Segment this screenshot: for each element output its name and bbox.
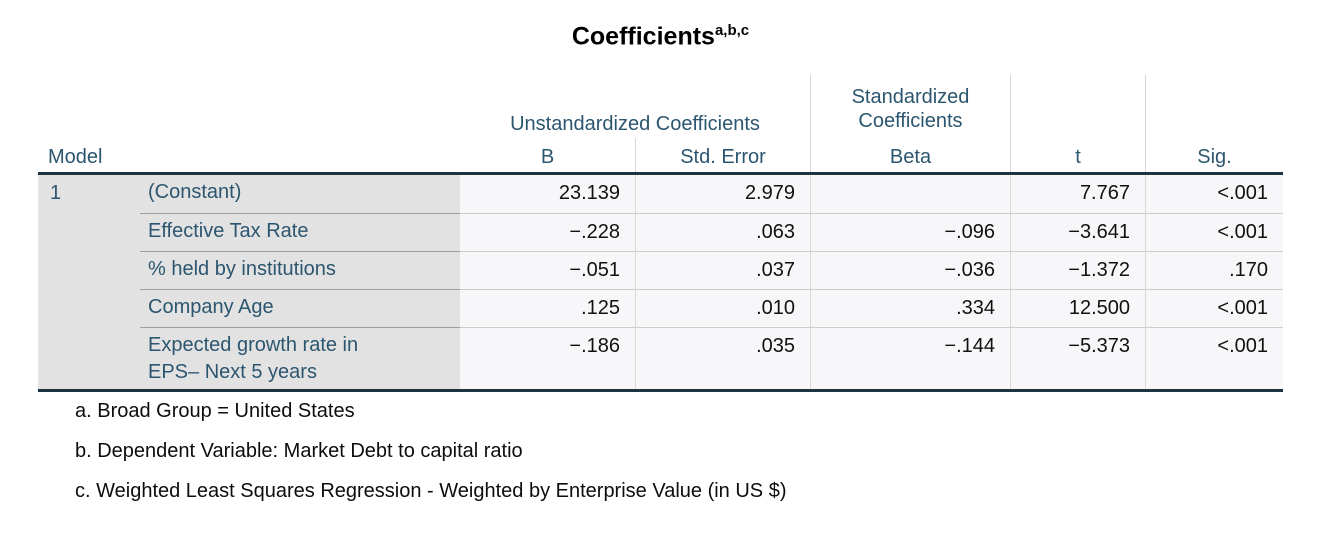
column-header-std-error: Std. Error — [635, 138, 810, 172]
column-group-unstandardized: Unstandardized Coefficients — [510, 113, 760, 135]
cell-sig: <.001 — [1145, 289, 1283, 327]
table-title-footnote-marks: a,b,c — [714, 22, 750, 39]
header-spacer-sig — [1145, 75, 1283, 138]
model-number-cell — [38, 213, 140, 251]
cell-t: −3.641 — [1010, 213, 1145, 251]
row-label: % held by institutions — [140, 251, 460, 289]
table-title: Coefficientsa,b,c — [38, 22, 1283, 51]
model-number-cell — [38, 251, 140, 289]
column-header-t: t — [1010, 138, 1145, 172]
footnote-a: a. Broad Group = United States — [75, 400, 355, 422]
model-number-cell — [38, 327, 140, 389]
cell-b: −.186 — [460, 327, 635, 389]
model-number-cell: 1 — [38, 175, 140, 213]
cell-sig: <.001 — [1145, 175, 1283, 213]
cell-t: 7.767 — [1010, 175, 1145, 213]
model-number-cell — [38, 289, 140, 327]
cell-b: .125 — [460, 289, 635, 327]
cell-b: 23.139 — [460, 175, 635, 213]
row-label: (Constant) — [140, 175, 460, 213]
column-header-b: B — [540, 146, 555, 168]
cell-std-error: .010 — [635, 289, 810, 327]
cell-std-error: .037 — [635, 251, 810, 289]
cell-sig: <.001 — [1145, 327, 1283, 389]
table-header: Unstandardized Coefficients Standardized… — [38, 75, 1283, 175]
cell-std-error: 2.979 — [635, 175, 810, 213]
header-spacer — [38, 75, 460, 138]
row-label: Company Age — [140, 289, 460, 327]
cell-beta: .334 — [810, 289, 1010, 327]
column-header-sig: Sig. — [1145, 138, 1283, 172]
cell-std-error: .035 — [635, 327, 810, 389]
table-title-text: Coefficients — [571, 22, 715, 51]
table-body: 1 (Constant) 23.139 2.979 7.767 <.001 Ef… — [38, 175, 1283, 392]
header-spacer-t — [1010, 75, 1145, 138]
cell-beta: −.036 — [810, 251, 1010, 289]
footnote-b: b. Dependent Variable: Market Debt to ca… — [75, 440, 523, 462]
row-label: Effective Tax Rate — [140, 213, 460, 251]
cell-b: −.228 — [460, 213, 635, 251]
cell-t: −1.372 — [1010, 251, 1145, 289]
cell-beta — [810, 175, 1010, 213]
cell-sig: <.001 — [1145, 213, 1283, 251]
cell-beta: −.144 — [810, 327, 1010, 389]
cell-beta: −.096 — [810, 213, 1010, 251]
cell-t: 12.500 — [1010, 289, 1145, 327]
column-group-standardized-label: Standardized Coefficients — [851, 86, 970, 132]
cell-std-error: .063 — [635, 213, 810, 251]
column-group-standardized: Standardized Coefficients — [810, 75, 1010, 138]
cell-t: −5.373 — [1010, 327, 1145, 389]
footnote-c: c. Weighted Least Squares Regression - W… — [75, 480, 787, 502]
cell-b: −.051 — [460, 251, 635, 289]
column-header-beta: Beta — [810, 138, 1010, 172]
row-label: Expected growth rate in EPS– Next 5 year… — [140, 327, 460, 389]
stub-header-model: Model — [48, 146, 103, 168]
cell-sig: .170 — [1145, 251, 1283, 289]
